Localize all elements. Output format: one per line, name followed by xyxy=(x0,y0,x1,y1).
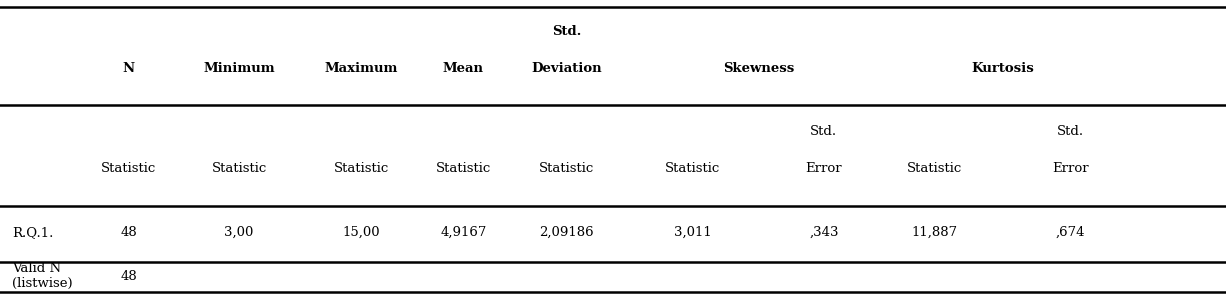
Text: Minimum: Minimum xyxy=(204,62,275,75)
Text: Maximum: Maximum xyxy=(325,62,398,75)
Text: Statistic: Statistic xyxy=(435,162,492,175)
Text: N: N xyxy=(123,62,135,75)
Text: Skewness: Skewness xyxy=(722,62,794,75)
Text: Std.: Std. xyxy=(552,25,581,38)
Text: Statistic: Statistic xyxy=(906,162,962,175)
Text: 3,00: 3,00 xyxy=(224,226,254,239)
Text: 15,00: 15,00 xyxy=(343,226,380,239)
Text: R.Q.1.: R.Q.1. xyxy=(12,226,54,239)
Text: 2,09186: 2,09186 xyxy=(539,226,593,239)
Text: Deviation: Deviation xyxy=(531,62,602,75)
Text: Std.: Std. xyxy=(810,125,837,138)
Text: Error: Error xyxy=(1052,162,1089,175)
Text: Error: Error xyxy=(805,162,842,175)
Text: 3,011: 3,011 xyxy=(674,226,711,239)
Text: Statistic: Statistic xyxy=(333,162,390,175)
Text: 48: 48 xyxy=(120,270,137,283)
Text: Statistic: Statistic xyxy=(538,162,595,175)
Text: Kurtosis: Kurtosis xyxy=(971,62,1034,75)
Text: 48: 48 xyxy=(120,226,137,239)
Text: Valid N
(listwise): Valid N (listwise) xyxy=(12,262,72,290)
Text: Statistic: Statistic xyxy=(101,162,157,175)
Text: 4,9167: 4,9167 xyxy=(440,226,487,239)
Text: 11,887: 11,887 xyxy=(911,226,958,239)
Text: Std.: Std. xyxy=(1057,125,1084,138)
Text: Statistic: Statistic xyxy=(664,162,721,175)
Text: ,674: ,674 xyxy=(1056,226,1085,239)
Text: Statistic: Statistic xyxy=(211,162,267,175)
Text: Mean: Mean xyxy=(443,62,484,75)
Text: ,343: ,343 xyxy=(809,226,839,239)
